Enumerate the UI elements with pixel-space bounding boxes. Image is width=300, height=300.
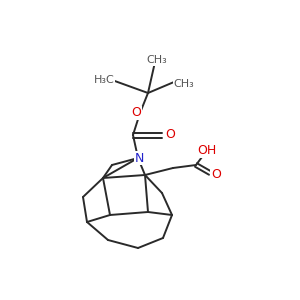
Text: N: N: [134, 152, 144, 164]
Text: CH₃: CH₃: [147, 55, 167, 65]
Text: O: O: [131, 106, 141, 119]
Text: O: O: [211, 169, 221, 182]
Text: O: O: [165, 128, 175, 142]
Text: CH₃: CH₃: [174, 79, 194, 89]
Text: OH: OH: [197, 145, 217, 158]
Text: H₃C: H₃C: [94, 75, 114, 85]
